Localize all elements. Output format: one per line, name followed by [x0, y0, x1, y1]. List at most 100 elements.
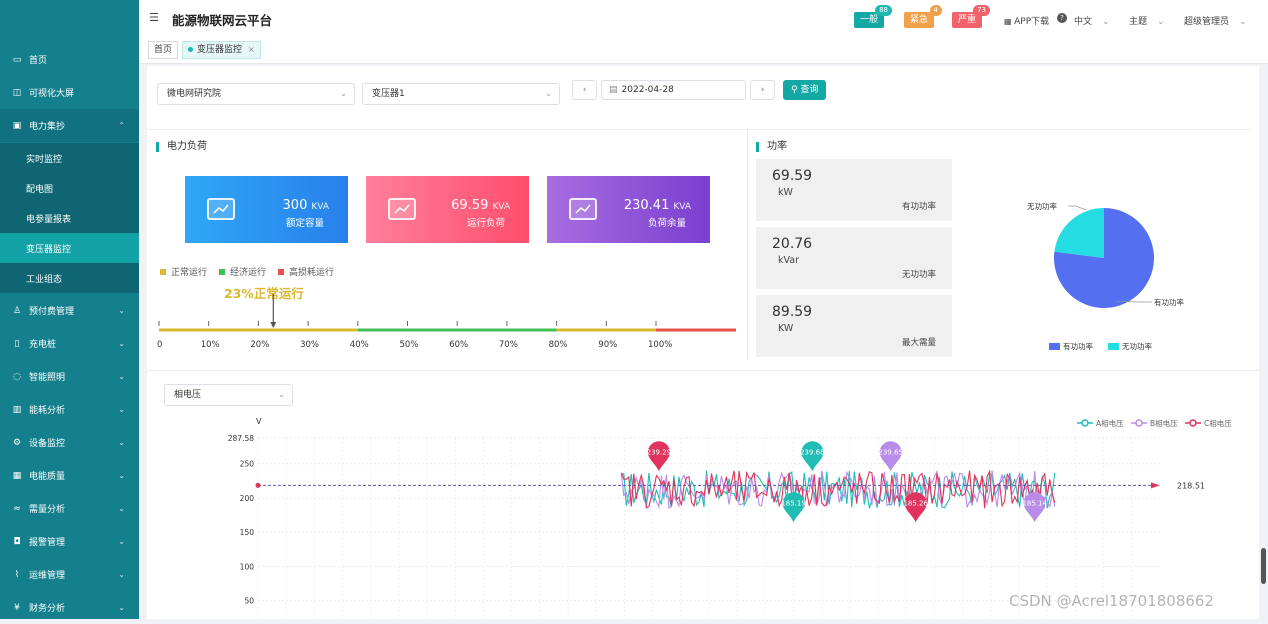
date-picker[interactable]: ▤ 2022-04-28	[601, 80, 746, 100]
menu-toggle-icon[interactable]: ☰	[149, 11, 159, 24]
device-select[interactable]: 变压器1 ⌄	[362, 83, 560, 105]
sidebar-item-9[interactable]: ≈ 需量分析 ⌄	[0, 492, 139, 525]
search-icon: ⚲	[791, 85, 798, 95]
sidebar-item-7[interactable]: ⚙ 设备监控 ⌄	[0, 426, 139, 459]
max-marker: 239.68	[800, 441, 825, 472]
sidebar-item-6[interactable]: ▥ 能耗分析 ⌄	[0, 393, 139, 426]
app-download-link[interactable]: ▦ APP下载	[1004, 17, 1050, 27]
load-card-label: 额定容量	[285, 218, 324, 229]
monitor-icon: ▭	[12, 54, 22, 65]
y-tick-label: 100	[240, 562, 255, 571]
scrollbar[interactable]	[1261, 548, 1266, 584]
sidebar-item-label: 可视化大屏	[29, 89, 75, 99]
power-card-0: 69.59 kW 有功功率	[756, 159, 952, 221]
y-tick-label: 50	[244, 597, 254, 606]
load-card-value: 69.59 KVA	[451, 198, 510, 213]
sidebar-item-label: 报警管理	[29, 538, 66, 548]
help-icon[interactable]: ?	[1057, 13, 1067, 23]
scale-label: 40%	[350, 340, 369, 350]
power-label: 最大需量	[901, 338, 936, 348]
main-content: 微电网研究院 ⌄ 变压器1 ⌄ ‹ ▤ 2022-04-28 › ⚲ 查询 电力负荷 …	[147, 66, 1259, 619]
alert-badge-1[interactable]: 紧急 4	[904, 5, 943, 28]
sidebar-item-label: 财务分析	[29, 604, 66, 614]
power-value: 69.59	[772, 168, 813, 184]
tab-transformer-monitor[interactable]: 变压器监控 ×	[182, 41, 261, 59]
min-marker: 185.14	[1022, 492, 1048, 523]
legend-marker	[1081, 419, 1089, 427]
voltage-type-select[interactable]: 相电压 ⌄	[164, 384, 293, 406]
svg-text:239.68: 239.68	[800, 448, 825, 456]
sidebar-item-2[interactable]: ▣ 电力集抄 ⌃	[0, 109, 139, 142]
alert-count: 73	[973, 5, 991, 16]
power-unit: kVar	[778, 255, 799, 266]
alert-count: 88	[875, 5, 893, 16]
average-line-label: 218.51	[1177, 481, 1205, 490]
chevron-down-icon: ⌄	[118, 537, 125, 546]
scale-label: 90%	[598, 340, 617, 350]
load-card-1: 69.59 KVA 运行负荷	[366, 176, 529, 243]
sidebar-item-label: 设备监控	[29, 439, 66, 449]
load-card-value: 300 KVA	[282, 198, 329, 213]
series-line-2	[620, 469, 1056, 509]
sidebar-item-label: 电力集抄	[29, 122, 66, 132]
query-button[interactable]: ⚲ 查询	[783, 80, 827, 100]
pie-legend-swatch	[1049, 343, 1060, 350]
pie-label-line	[1068, 205, 1087, 211]
theme-select[interactable]: 主题 ⌄	[1129, 17, 1165, 27]
legend-item: 经济运行	[209, 268, 266, 278]
svg-text:185.19: 185.19	[781, 499, 806, 507]
sidebar-item-0[interactable]: ▭ 首页	[0, 43, 139, 76]
max-marker: 239.29	[647, 441, 671, 472]
finance-icon: ¥	[14, 602, 20, 613]
user-menu[interactable]: 超级管理员 ⌄	[1184, 17, 1247, 27]
scale-label: 80%	[549, 340, 568, 350]
divider	[147, 129, 1253, 130]
alert-count: 4	[929, 5, 943, 16]
sidebar-item-12[interactable]: ¥ 财务分析 ⌄	[0, 591, 139, 624]
load-legend: 正常运行 经济运行 高损耗运行	[150, 265, 334, 278]
max-marker: 239.65	[878, 441, 903, 472]
active-dot-icon	[188, 47, 193, 52]
chart-image-icon	[388, 198, 416, 220]
alert-badge-2[interactable]: 严重 73	[952, 5, 991, 28]
sidebar-subitem-2[interactable]: 电参量报表	[0, 203, 139, 233]
y-axis-unit: V	[256, 417, 262, 426]
y-tick-label: 150	[240, 528, 255, 537]
tabs-bar: 首页 变压器监控 ×	[139, 36, 1268, 64]
sidebar-subitem-0[interactable]: 实时监控	[0, 143, 139, 173]
chevron-up-icon: ⌃	[118, 121, 125, 130]
legend-marker	[1135, 419, 1143, 427]
app-title: 能源物联网云平台	[172, 13, 273, 28]
scale-label: 70%	[499, 340, 518, 350]
sidebar-item-3[interactable]: ♙ 预付费管理 ⌄	[0, 294, 139, 327]
calendar-icon: ▤	[609, 85, 618, 95]
close-icon[interactable]: ×	[248, 45, 255, 54]
sidebar-subitem-3[interactable]: 变压器监控	[0, 233, 139, 263]
org-select[interactable]: 微电网研究院 ⌄	[157, 83, 355, 105]
load-card-value: 230.41 KVA	[623, 198, 691, 213]
sidebar-item-5[interactable]: ◌ 智能照明 ⌄	[0, 360, 139, 393]
scale-label: 50%	[400, 340, 419, 350]
sidebar-item-11[interactable]: ⌇ 运维管理 ⌄	[0, 558, 139, 591]
language-select[interactable]: 中文 ⌄	[1074, 17, 1110, 27]
chevron-down-icon: ⌄	[118, 504, 125, 513]
sidebar-subitem-1[interactable]: 配电图	[0, 173, 139, 203]
power-unit: kW	[778, 187, 793, 198]
sidebar-item-label: 需量分析	[29, 505, 66, 515]
svg-text:185.14: 185.14	[1022, 499, 1047, 507]
chevron-down-icon: ⌄	[340, 89, 347, 98]
sidebar-item-1[interactable]: ◫ 可视化大屏	[0, 76, 139, 109]
chevron-down-icon: ⌄	[118, 570, 125, 579]
power-label: 无功功率	[901, 270, 936, 280]
sidebar-item-4[interactable]: ▯ 充电桩 ⌄	[0, 327, 139, 360]
prev-date-button[interactable]: ‹	[572, 80, 597, 100]
next-date-button[interactable]: ›	[750, 80, 775, 100]
sidebar-item-10[interactable]: ◘ 报警管理 ⌄	[0, 525, 139, 558]
tab-home[interactable]: 首页	[148, 41, 179, 59]
scale-label: 30%	[300, 340, 319, 350]
sidebar-item-8[interactable]: ▦ 电能质量 ⌄	[0, 459, 139, 492]
sidebar-subitem-4[interactable]: 工业组态	[0, 263, 139, 293]
load-card-2: 230.41 KVA 负荷余量	[547, 176, 710, 243]
alert-badge-0[interactable]: 一般 88	[854, 5, 893, 28]
